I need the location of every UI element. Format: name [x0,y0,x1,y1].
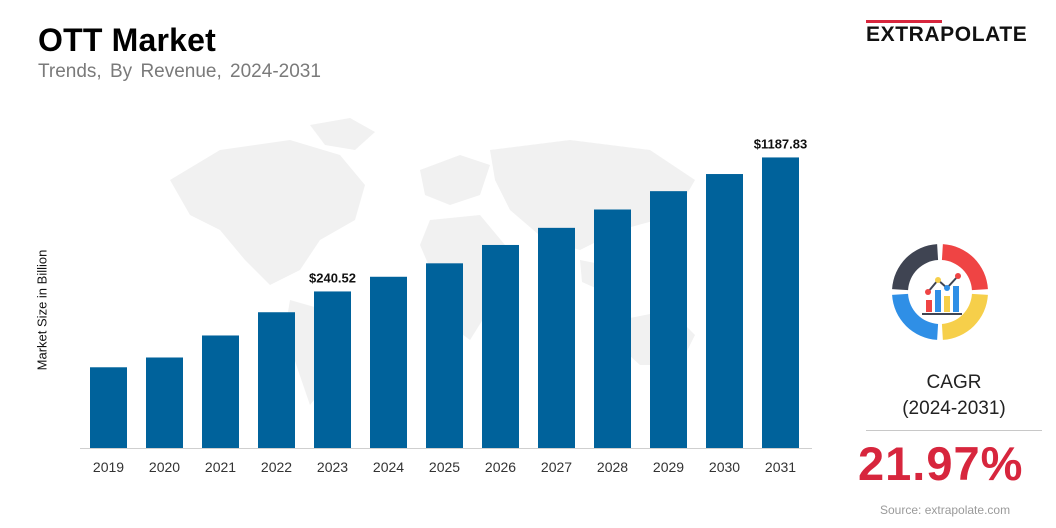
chart-subtitle: Trends, By Revenue, 2024-2031 [38,61,321,82]
logo-text: EXTRAPOLATE [866,23,1028,46]
bar-2021 [202,335,239,448]
cagr-label: CAGR [926,372,982,393]
bar-2020 [146,357,183,448]
bar-2030 [706,174,743,448]
bar-2025 [426,263,463,448]
data-label: $1187.83 [754,136,808,151]
cagr-divider [866,430,1042,431]
x-tick-label: 2031 [765,459,796,475]
source-note: Source: extrapolate.com [880,503,1011,517]
bar-2031 [762,157,799,448]
bar-2022 [258,312,295,448]
x-tick-label: 2028 [597,459,628,475]
x-tick-label: 2019 [93,459,124,475]
logo-accent-bar [866,20,942,23]
x-tick-label: 2030 [709,459,740,475]
bar-2026 [482,244,519,448]
x-tick-label: 2029 [653,459,684,475]
x-tick-label: 2026 [485,459,516,475]
x-tick-label: 2021 [205,459,236,475]
x-tick-label: 2027 [541,459,572,475]
x-tick-label: 2020 [149,459,180,475]
x-tick-label: 2025 [429,459,460,475]
cagr-value: 21.97% [858,437,1024,490]
bar-2019 [90,367,127,448]
ring-segment [892,293,939,340]
x-tick-label: 2022 [261,459,292,475]
data-label: $240.52 [309,270,356,285]
ring-segment [941,293,988,340]
chart-donut-icon [892,244,988,340]
ring-segment [941,244,988,291]
ring-segment [892,244,939,291]
cagr-period: (2024-2031) [902,398,1006,419]
x-tick-label: 2023 [317,459,348,475]
bar-2023 [314,291,351,448]
chart-title: OTT Market [38,22,217,58]
bar-2024 [370,276,407,448]
x-tick-label: 2024 [373,459,404,475]
brand-logo: EXTRAPOLATE [866,18,1040,48]
bar-2029 [650,191,687,448]
bar-2028 [594,209,631,448]
bar-2027 [538,227,575,448]
